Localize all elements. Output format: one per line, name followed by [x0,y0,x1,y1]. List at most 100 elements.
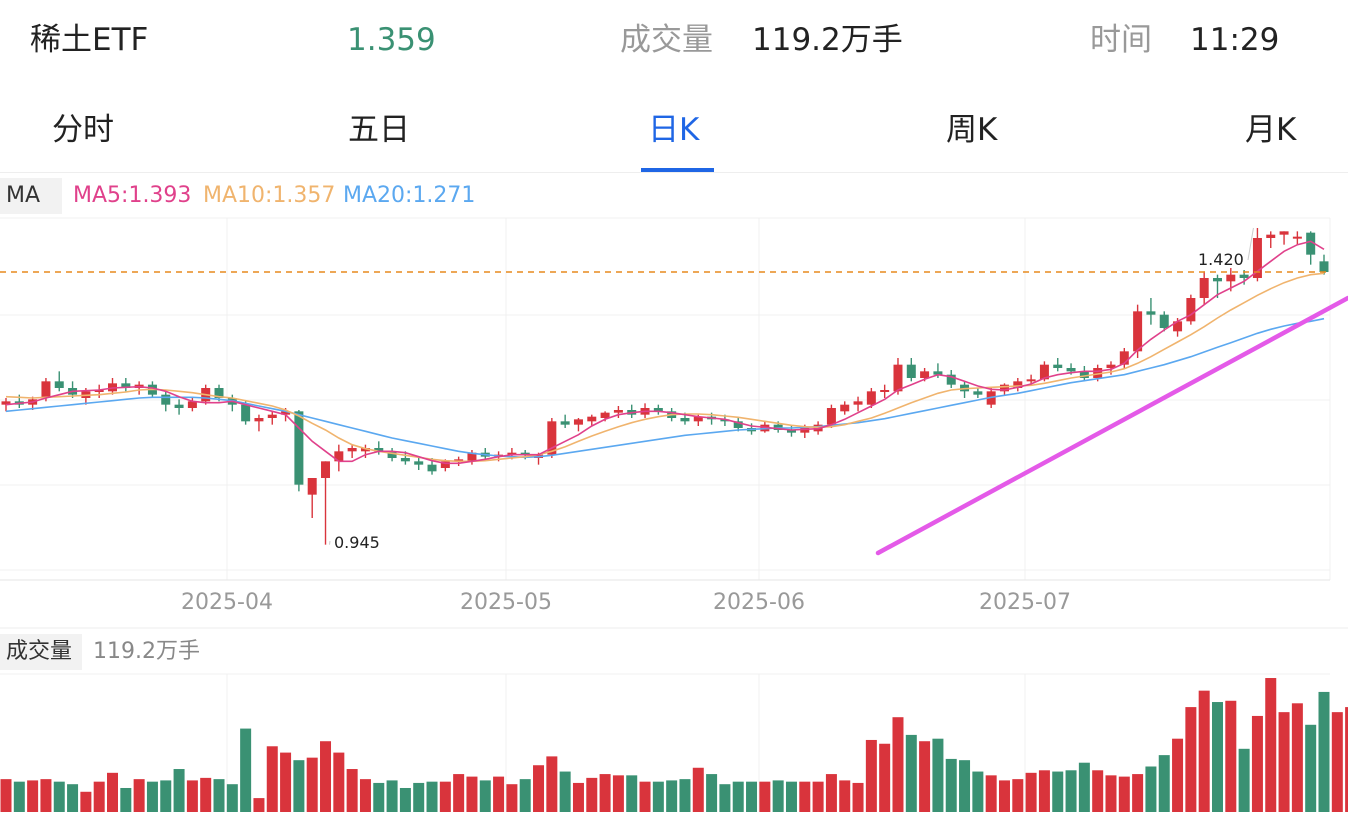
volume-bar [1251,715,1263,812]
candle [547,421,557,455]
candle [1252,238,1262,278]
candle [1173,321,1183,332]
volume-bar [146,781,158,812]
volume-bar [998,780,1010,812]
candle [560,421,570,425]
current-price: 1.359 [347,22,436,58]
candle [573,419,583,425]
time-value: 11:29 [1190,22,1280,58]
candle [321,461,331,478]
volume-bar [959,760,971,812]
candle [1212,278,1222,282]
candle [334,451,344,462]
volume-grid [0,673,1330,812]
volume-bar [879,743,891,812]
volume-bar [785,781,797,812]
ma20-line [5,317,1325,459]
candle [374,448,384,452]
candle [1186,298,1196,322]
volume-bar [399,787,411,812]
volume-bar [466,776,478,812]
volume-bar [919,741,931,812]
volume-bar [53,781,65,812]
volume-bar [852,782,864,812]
candle [866,391,876,405]
low-label: 0.945 [334,533,380,552]
candle [467,452,477,462]
candle [1,401,11,405]
candle [1266,234,1276,238]
volume-bar [1092,770,1104,812]
volume-bar [333,752,345,812]
volume-legend-chip[interactable]: 成交量 [0,634,82,670]
candle [1106,364,1116,368]
candle [653,408,663,412]
volume-bar [972,771,984,812]
candle [1239,274,1249,278]
candle [414,461,424,465]
candle [161,394,171,405]
ma5-value: MA5:1.393 [73,183,192,208]
candle [1306,232,1316,255]
volume-bar [759,781,771,812]
candle [1013,381,1023,388]
tab-five-day[interactable]: 五日 [348,112,410,148]
volume-bar [546,756,558,812]
candle [241,404,251,422]
candle [720,419,730,422]
x-tick-label: 2025-06 [713,590,805,615]
candle [1133,311,1143,352]
x-axis-ticks: 2025-04 2025-05 2025-06 2025-07 [181,590,1071,615]
candle [1292,236,1302,239]
candle [1159,314,1169,328]
volume-bar [586,777,598,812]
candle [387,451,397,458]
volume-bar [226,784,238,812]
volume-bar [1172,738,1184,812]
volume-bar [67,784,79,812]
candle [307,478,317,495]
volume-bar [479,780,491,812]
ma-legend-chip[interactable]: MA [0,178,62,214]
security-name: 稀土ETF [30,22,149,58]
candle [54,381,64,388]
volume-bar [812,781,824,812]
tab-daily-k[interactable]: 日K [648,112,700,148]
candle [600,412,610,418]
candle [400,458,410,462]
volume-bar [1278,712,1290,812]
volume-bar [533,765,545,812]
candle [693,416,703,422]
candle [893,364,903,392]
candle [254,418,264,422]
candle [800,428,810,433]
volume-bar [0,779,12,812]
volume-bar [839,780,851,812]
volume-bar [892,717,904,812]
candle [1066,368,1076,372]
tab-weekly-k[interactable]: 周K [946,112,998,148]
volume-bar [413,782,425,812]
candle [1226,274,1236,282]
candle [973,391,983,395]
candle [520,452,530,455]
volume-bar [493,776,505,812]
volume-bar [213,779,225,812]
tab-intraday[interactable]: 分时 [52,112,114,148]
volume-bar [985,775,997,812]
volume-bar [559,771,571,812]
x-tick-label: 2025-04 [181,590,273,615]
volume-bar [1105,775,1117,812]
tab-monthly-k[interactable]: 月K [1245,112,1297,148]
high-leader [1247,227,1254,261]
volume-bar [266,746,278,812]
ma20-value: MA20:1.271 [343,183,476,208]
ma-lines [5,240,1325,465]
candle [1079,371,1089,378]
candle [281,411,291,415]
volume-bar [120,787,132,812]
volume-bar [799,781,811,812]
candle [946,374,956,385]
candle [94,390,104,392]
